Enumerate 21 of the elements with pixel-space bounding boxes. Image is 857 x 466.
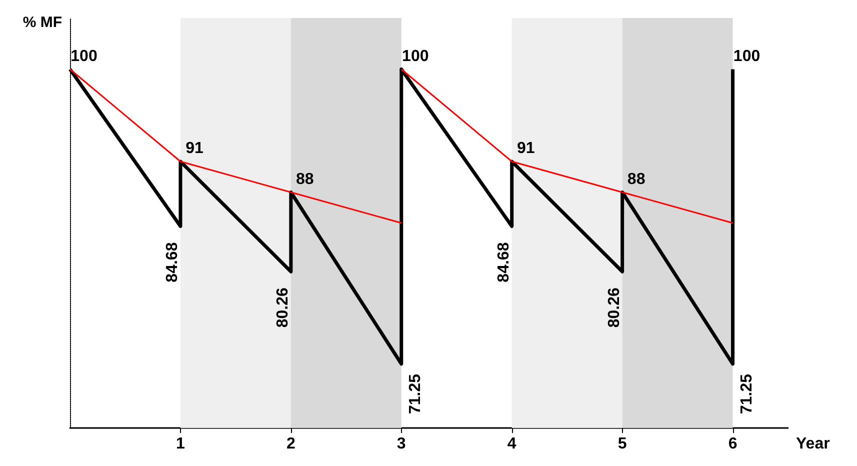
x-tick-label: 1	[176, 436, 186, 452]
data-label: 88	[627, 170, 646, 188]
data-label: 84.68	[164, 242, 181, 282]
data-label: 91	[186, 140, 204, 157]
y-axis-title: % MF	[22, 14, 62, 31]
data-label: 71.25	[738, 374, 756, 414]
data-label: 100	[402, 48, 429, 65]
data-label: 71.25	[406, 374, 424, 414]
data-label: 80.26	[606, 287, 623, 328]
x-tick-label: 5	[618, 436, 627, 452]
data-label: 100	[733, 48, 760, 65]
data-label: 88	[296, 170, 314, 188]
data-label: 100	[70, 48, 98, 65]
x-tick-label: 6	[728, 436, 738, 452]
data-label: 91	[516, 140, 535, 157]
x-tick-label: 3	[396, 436, 406, 452]
data-label: 80.26	[274, 287, 292, 328]
x-tick-label: 2	[286, 436, 296, 452]
data-label: 84.68	[495, 242, 512, 282]
x-axis-title: Year	[796, 436, 830, 452]
x-tick-label: 4	[507, 436, 516, 452]
